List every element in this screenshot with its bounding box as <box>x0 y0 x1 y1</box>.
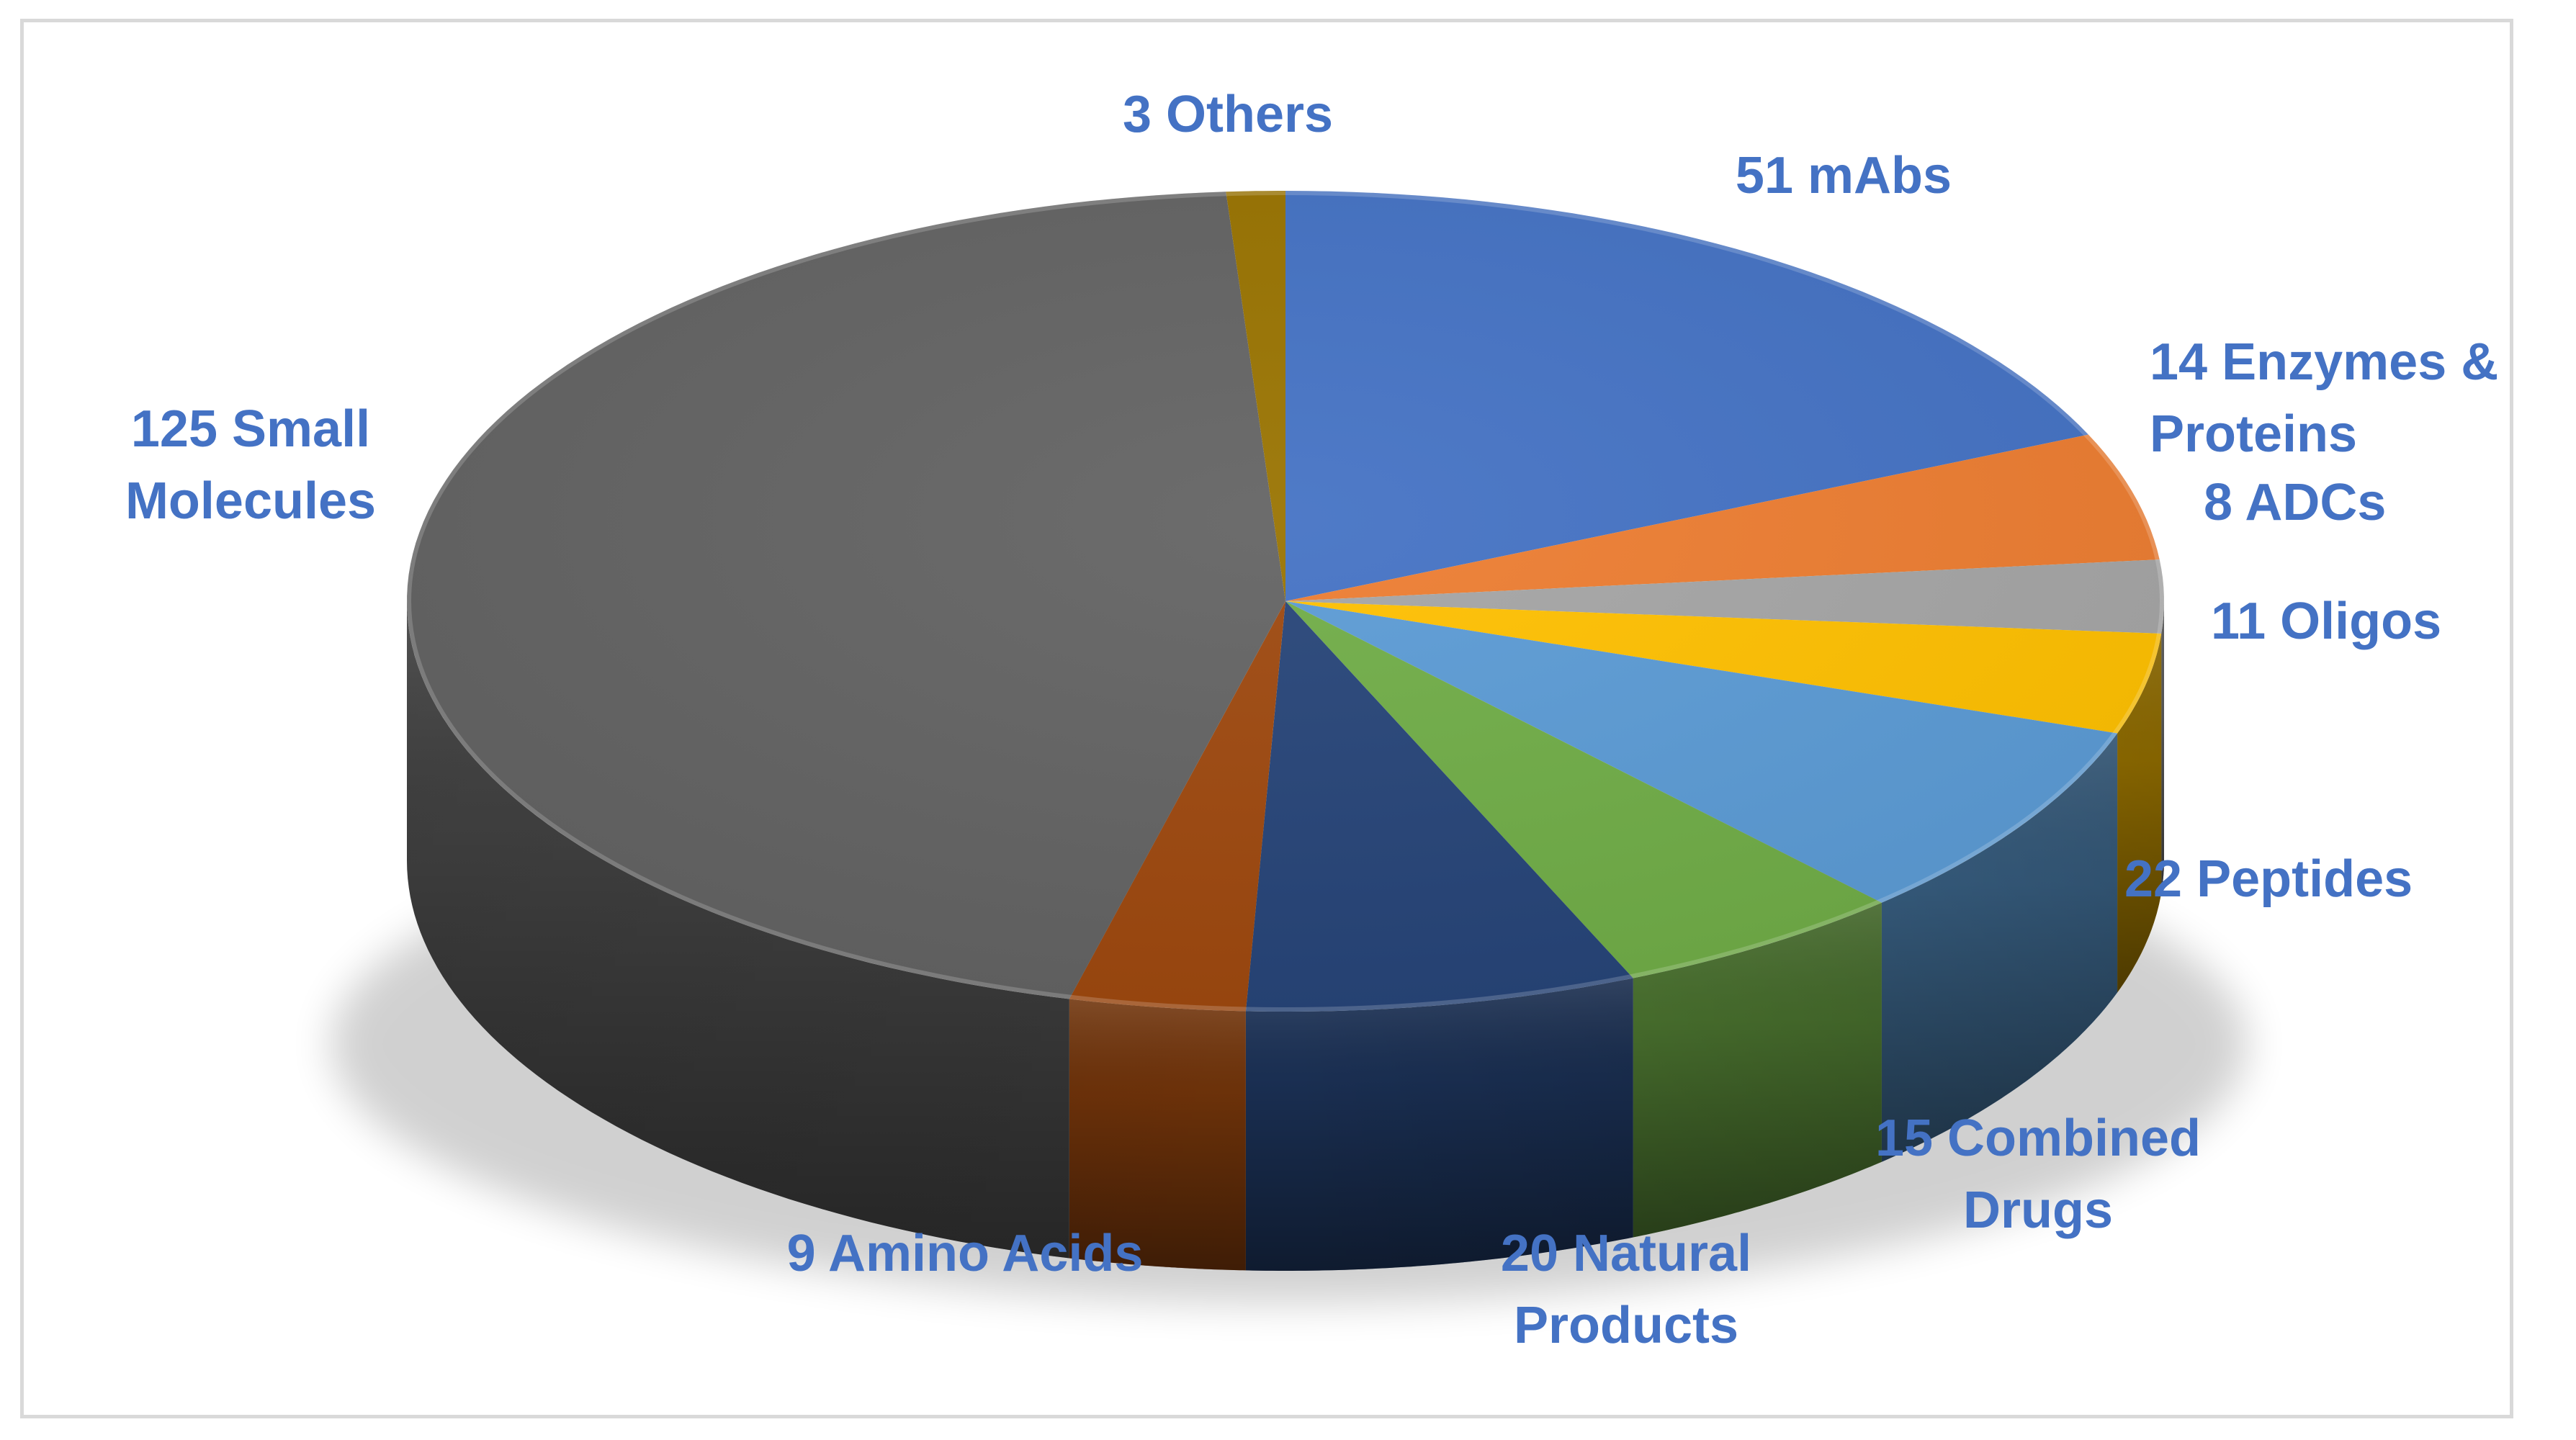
label-combined-drugs: 15 Combined Drugs <box>1875 1110 2201 1239</box>
top-rim <box>407 191 2164 1012</box>
label-line: 22 Peptides <box>2124 850 2413 908</box>
label-line: 15 Combined <box>1875 1110 2201 1167</box>
label-line: Molecules <box>125 472 376 530</box>
label-small-molecules: 125 Small Molecules <box>125 400 376 530</box>
label-mabs: 51 mAbs <box>1736 147 1952 204</box>
label-line: 3 Others <box>1123 86 1333 143</box>
label-natural-products: 20 Natural Products <box>1501 1225 1751 1354</box>
label-others: 3 Others <box>1123 86 1333 143</box>
label-oligos: 11 Oligos <box>2211 593 2441 650</box>
top-sheen <box>407 191 2164 1012</box>
label-line: 11 Oligos <box>2211 593 2441 650</box>
label-line: Products <box>1514 1297 1738 1354</box>
label-line: 8 ADCs <box>2204 474 2386 531</box>
label-amino-acids: 9 Amino Acids <box>787 1225 1144 1282</box>
label-peptides: 22 Peptides <box>2124 850 2413 908</box>
label-line: Proteins <box>2150 405 2357 463</box>
label-line: 14 Enzymes & <box>2150 333 2498 391</box>
pie-top-faces <box>407 191 2164 1012</box>
label-line: 51 mAbs <box>1736 147 1952 204</box>
label-line: 20 Natural <box>1501 1225 1751 1282</box>
pie-side-walls <box>407 601 2164 1271</box>
label-adcs: 8 ADCs <box>2204 474 2386 531</box>
side-wall-overlay <box>407 601 2164 1271</box>
label-line: Drugs <box>1963 1182 2113 1239</box>
label-line: 9 Amino Acids <box>787 1225 1144 1282</box>
slice-labels: 51 mAbs 14 Enzymes & Proteins 8 ADCs 11 Olig… <box>125 86 2498 1354</box>
label-enzymes-proteins: 14 Enzymes & Proteins <box>2150 333 2498 463</box>
label-line: 125 Small <box>131 400 370 458</box>
